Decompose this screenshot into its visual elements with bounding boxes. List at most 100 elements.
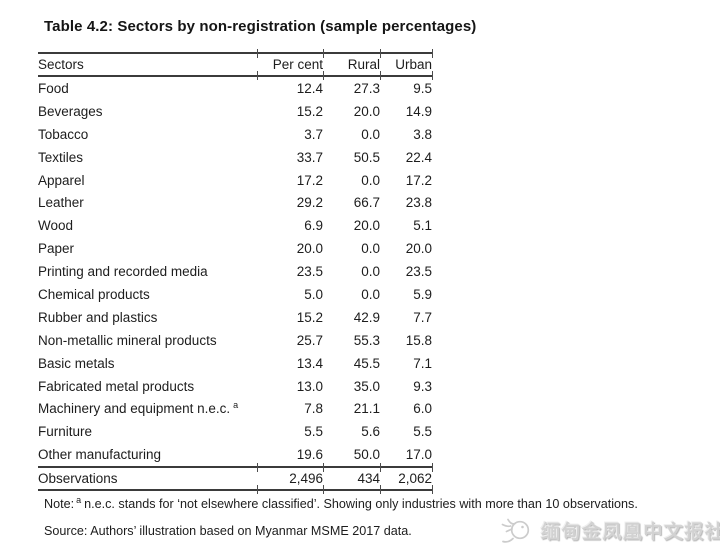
table-row: Furniture 5.5 5.6 5.5 — [38, 420, 432, 443]
cell-urban: 23.8 — [405, 195, 432, 211]
sector-label: Wood — [38, 218, 74, 234]
header-row: Sectors Per cent Rural Urban — [38, 49, 433, 81]
phoenix-logo-icon — [501, 518, 530, 543]
cell-sector: Tobacco — [38, 123, 257, 146]
table-row: Chemical products 5.0 0.0 5.9 — [38, 283, 432, 306]
cell-urban: 5.1 — [413, 218, 432, 234]
cell-urban: 9.3 — [413, 378, 432, 394]
cell-urban: 9.5 — [413, 80, 432, 96]
sector-label: Textiles — [38, 149, 84, 165]
cell-rural: 50.0 — [353, 447, 380, 463]
cell-percent: 7.8 — [304, 401, 323, 417]
cell-urban: 20.0 — [405, 241, 432, 257]
observations-percent: 2,496 — [257, 464, 323, 496]
cell-rural: 21.1 — [353, 401, 380, 417]
sector-superscript: a — [233, 399, 239, 410]
cell-urban: 5.5 — [413, 424, 432, 440]
table-row: Tobacco 3.7 0.0 3.8 — [38, 123, 432, 146]
cell-urban: 15.8 — [405, 332, 432, 348]
cell-rural: 50.5 — [353, 149, 380, 165]
cell-percent: 13.4 — [296, 355, 323, 371]
cell-sector: Textiles — [38, 146, 257, 169]
sector-label: Printing and recorded media — [38, 264, 208, 280]
sector-label: Tobacco — [38, 126, 89, 142]
table-row: Basic metals 13.4 45.5 7.1 — [38, 352, 432, 375]
table-border-tick — [432, 49, 433, 58]
table-row: Beverages 15.2 20.0 14.9 — [38, 100, 432, 123]
cell-urban: 22.4 — [405, 149, 432, 165]
cell-rural: 20.0 — [353, 103, 380, 119]
cell-percent: 5.0 — [304, 286, 323, 302]
cell-rural: 20.0 — [353, 218, 380, 234]
cell-sector: Fabricated metal products — [38, 375, 257, 398]
cell-rural: 45.5 — [353, 355, 380, 371]
cell-percent: 33.7 — [296, 149, 323, 165]
watermark-text: 缅甸金凤凰中文报社 — [541, 520, 720, 543]
cell-rural: 27.3 — [353, 80, 380, 96]
column-header-rural: Rural — [323, 50, 380, 81]
table-row: Fabricated metal products 13.0 35.0 9.3 — [38, 375, 432, 398]
table-row: Non-metallic mineral products 25.7 55.3 … — [38, 329, 432, 352]
cell-sector: Basic metals — [38, 352, 257, 375]
note-body: n.e.c. stands for ‘not elsewhere classif… — [84, 497, 638, 511]
cell-sector: Rubber and plastics — [38, 306, 257, 329]
table-row: Rubber and plastics 15.2 42.9 7.7 — [38, 306, 432, 329]
sector-label: Other manufacturing — [38, 447, 162, 463]
observations-urban: 2,062 — [380, 463, 433, 496]
page-title: Table 4.2: Sectors by non-registration (… — [44, 18, 477, 35]
cell-rural: 0.0 — [361, 126, 380, 142]
table-note: Note: a n.e.c. stands for ‘not elsewhere c… — [44, 495, 638, 511]
cell-sector: Paper — [38, 237, 257, 260]
cell-sector: Other manufacturing — [38, 443, 257, 467]
sector-label: Chemical products — [38, 286, 150, 302]
cell-urban: 6.0 — [413, 401, 432, 417]
note-prefix: Note: — [44, 497, 75, 511]
cell-percent: 17.2 — [296, 172, 323, 188]
cell-rural: 0.0 — [361, 241, 380, 257]
sector-label: Fabricated metal products — [38, 378, 195, 394]
table-row: Other manufacturing 19.6 50.0 17.0 — [38, 443, 432, 467]
observations-rural: 434 — [323, 464, 380, 496]
cell-percent: 3.7 — [304, 126, 323, 142]
column-header-urban-label: Urban — [395, 57, 432, 72]
cell-urban: 5.9 — [413, 286, 432, 302]
cell-percent: 19.6 — [296, 447, 323, 463]
cell-rural: 42.9 — [353, 309, 380, 325]
table-row: Food 12.4 27.3 9.5 — [38, 76, 432, 100]
cell-sector: Apparel — [38, 169, 257, 192]
source-text: Source: Authors’ illustration based on M… — [44, 524, 412, 538]
observations-urban-value: 2,062 — [398, 471, 432, 487]
table-row: Paper 20.0 0.0 20.0 — [38, 237, 432, 260]
cell-percent: 13.0 — [296, 378, 323, 394]
sector-label: Basic metals — [38, 355, 115, 371]
cell-sector: Non-metallic mineral products — [38, 329, 257, 352]
table-border-tick — [432, 463, 433, 473]
cell-rural: 66.7 — [353, 195, 380, 211]
sector-label: Machinery and equipment n.e.c. — [38, 401, 231, 417]
cell-percent: 25.7 — [296, 332, 323, 348]
table-body: Food 12.4 27.3 9.5 Beverages 15.2 20.0 1… — [38, 76, 432, 467]
table-row: Machinery and equipment n.e.c. a 7.8 21.1… — [38, 397, 432, 420]
cell-percent: 15.2 — [296, 103, 323, 119]
cell-sector: Printing and recorded media — [38, 260, 257, 283]
cell-sector: Wood — [38, 214, 257, 237]
cell-sector: Leather — [38, 191, 257, 214]
cell-sector: Furniture — [38, 420, 257, 443]
table-row: Apparel 17.2 0.0 17.2 — [38, 169, 432, 192]
sector-label: Apparel — [38, 172, 85, 188]
cell-sector: Chemical products — [38, 283, 257, 306]
table-footer: Observations 2,496 434 2,062 — [38, 463, 433, 496]
sector-label: Food — [38, 80, 69, 96]
table-row: Printing and recorded media 23.5 0.0 23.… — [38, 260, 432, 283]
cell-urban: 17.0 — [405, 447, 432, 463]
cell-rural: 0.0 — [361, 286, 380, 302]
sector-label: Rubber and plastics — [38, 309, 158, 325]
sector-label: Paper — [38, 241, 75, 257]
column-header-urban: Urban — [380, 49, 433, 81]
cell-rural: 5.6 — [361, 424, 380, 440]
cell-urban: 7.1 — [413, 355, 432, 371]
cell-urban: 17.2 — [405, 172, 432, 188]
cell-percent: 15.2 — [296, 309, 323, 325]
table-border-tick — [432, 485, 433, 495]
